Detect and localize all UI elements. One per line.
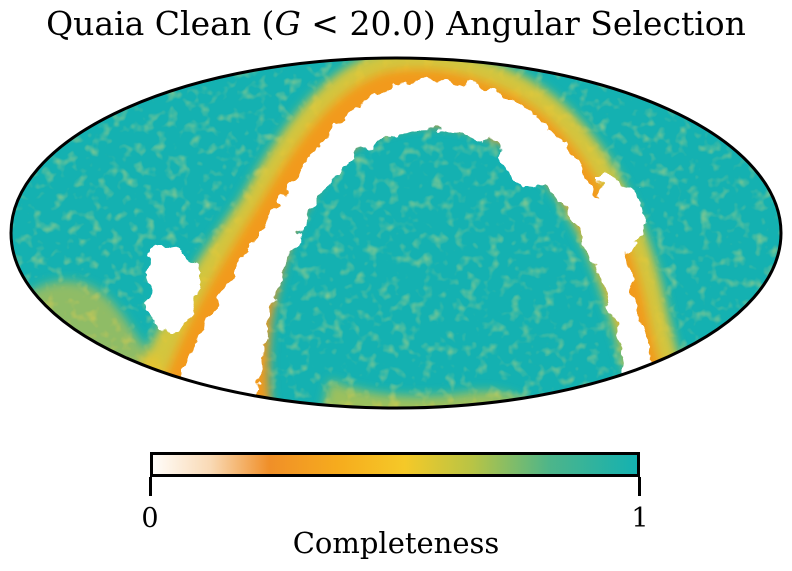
map-pixels (11, 58, 781, 408)
masked-patch-top (499, 135, 556, 189)
colorbar (150, 452, 640, 477)
title-prefix: Quaia Clean ( (46, 4, 275, 43)
masked-patch-right (599, 177, 646, 251)
title-variable: G (274, 4, 301, 43)
colorbar-label: Completeness (292, 526, 500, 560)
colorbar-tick-max (638, 477, 641, 496)
map-outline (9, 56, 783, 410)
colorbar-tick-label-min: 0 (141, 503, 159, 534)
title-suffix: < 20.0) Angular Selection (300, 4, 746, 43)
colorbar-tick-min (149, 477, 152, 496)
colorbar-tick-label-max: 1 (631, 503, 649, 534)
masked-patch-left (148, 246, 201, 331)
chart-title: Quaia Clean (G < 20.0) Angular Selection (0, 2, 792, 46)
